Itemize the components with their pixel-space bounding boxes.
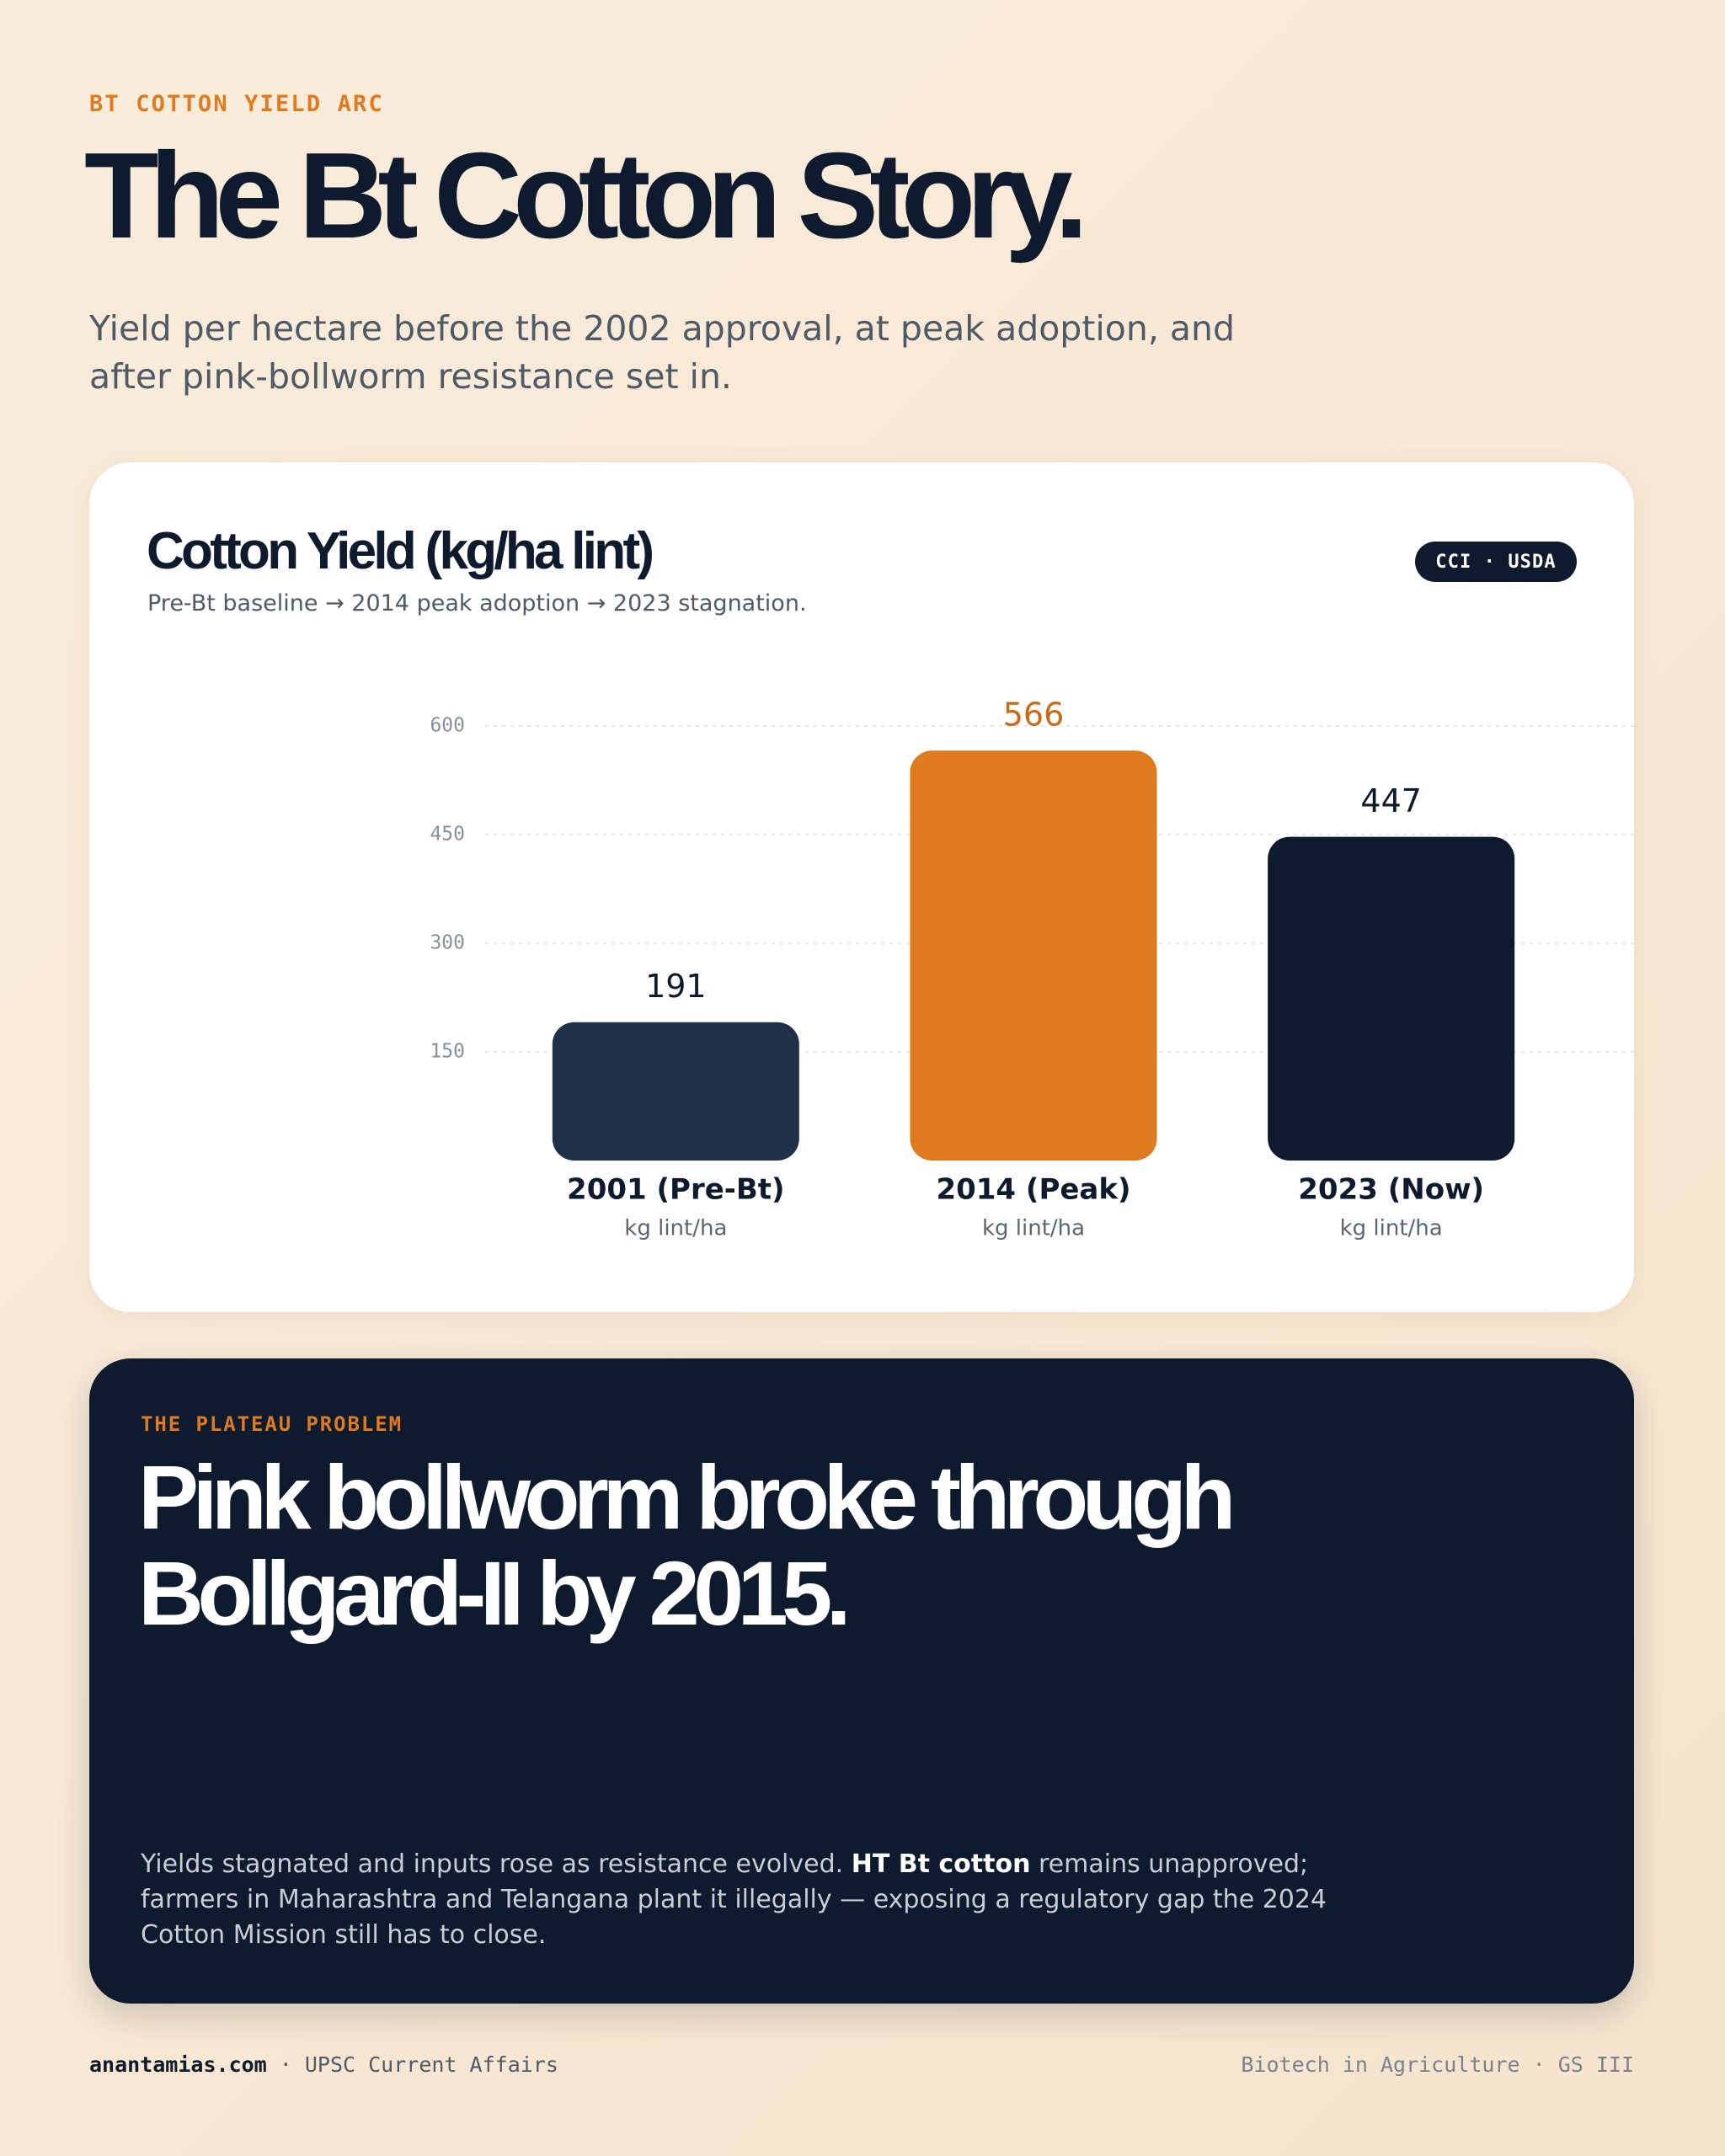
headline-line: Bollgard-II by 2015.: [138, 1542, 852, 1644]
footer-left: anantamias.com · UPSC Current Affairs: [89, 2052, 558, 2077]
bar: [910, 750, 1157, 1161]
panel-headline: Pink bollworm broke through Bollgard-II …: [138, 1446, 1236, 1644]
bar: [552, 1022, 799, 1161]
bar: [1268, 836, 1515, 1161]
footer-right: Biotech in Agriculture · GS III: [1241, 2052, 1634, 2077]
footer-tag: · UPSC Current Affairs: [266, 2052, 558, 2077]
x-tick-sublabel: kg lint/ha: [624, 1216, 727, 1241]
body-text: Yields stagnated and inputs rose as resi…: [141, 1849, 852, 1879]
y-tick-label: 600: [430, 715, 465, 737]
kicker: BT COTTON YIELD ARC: [89, 91, 384, 117]
panel-body: Yields stagnated and inputs rose as resi…: [141, 1847, 1396, 1953]
value-label: 191: [645, 968, 707, 1005]
x-tick-label: 2023 (Now): [1298, 1173, 1484, 1207]
body-emphasis: HT Bt cotton: [851, 1849, 1031, 1879]
value-label: 447: [1360, 782, 1422, 819]
chart: 150 300 450 600 2001 (Pre-Bt) kg lint/ha 191 20…: [430, 696, 1634, 1241]
page-subtitle: Yield per hectare before the 2002 approv…: [89, 308, 1236, 397]
chart-subtitle: Pre-Bt baseline → 2014 peak adoption → 2…: [147, 590, 807, 616]
chart-card: Cotton Yield (kg/ha lint) Pre-Bt baselin…: [89, 462, 1634, 1312]
panel-kicker: THE PLATEAU PROBLEM: [141, 1412, 403, 1436]
x-tick-sublabel: kg lint/ha: [1340, 1216, 1443, 1241]
y-tick-label: 150: [430, 1041, 465, 1063]
page-title: The Bt Cotton Story.: [84, 127, 1088, 264]
x-tick-label: 2001 (Pre-Bt): [567, 1173, 785, 1207]
value-label: 566: [1003, 696, 1065, 734]
chart-title: Cotton Yield (kg/ha lint): [147, 522, 654, 580]
x-tick-label: 2014 (Peak): [936, 1173, 1130, 1207]
footer-site: anantamias.com: [89, 2052, 267, 2077]
source-badge: CCI · USDA: [1415, 542, 1577, 582]
y-tick-label: 450: [430, 824, 465, 846]
y-tick-label: 300: [430, 932, 465, 954]
insight-panel: THE PLATEAU PROBLEM Pink bollworm broke …: [89, 1358, 1634, 2004]
headline-line: Pink bollworm broke through: [138, 1446, 1236, 1548]
x-tick-sublabel: kg lint/ha: [982, 1216, 1085, 1241]
body-text: remains unapproved; farmers in Maharasht…: [141, 1849, 1327, 1950]
